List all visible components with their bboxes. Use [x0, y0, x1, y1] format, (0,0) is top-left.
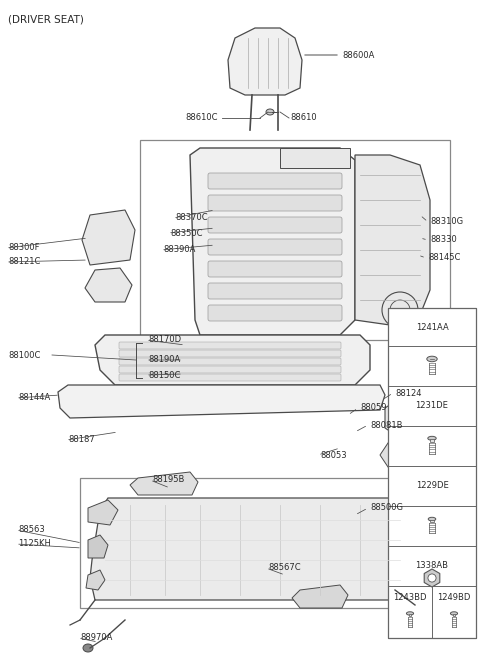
Polygon shape	[85, 268, 132, 302]
Text: 88567C: 88567C	[268, 563, 300, 572]
Text: 88610: 88610	[290, 113, 317, 122]
Polygon shape	[95, 335, 370, 385]
Ellipse shape	[428, 517, 436, 521]
FancyBboxPatch shape	[208, 195, 342, 211]
Text: 88350C: 88350C	[170, 229, 203, 238]
Bar	[408, 614, 411, 616]
Text: 88330: 88330	[430, 236, 457, 244]
Polygon shape	[398, 548, 420, 568]
Polygon shape	[380, 440, 455, 470]
FancyBboxPatch shape	[208, 305, 342, 321]
Ellipse shape	[450, 612, 457, 615]
Text: 88144A: 88144A	[18, 394, 50, 403]
Text: 88170D: 88170D	[148, 335, 181, 345]
FancyBboxPatch shape	[208, 173, 342, 189]
FancyBboxPatch shape	[208, 239, 342, 255]
Ellipse shape	[407, 612, 414, 615]
Text: 88310G: 88310G	[430, 217, 463, 227]
Text: 88059: 88059	[360, 403, 386, 413]
Polygon shape	[385, 398, 445, 438]
Text: 1241AA: 1241AA	[416, 322, 448, 331]
FancyBboxPatch shape	[208, 283, 342, 299]
Text: 88563: 88563	[18, 525, 45, 534]
Circle shape	[410, 413, 420, 423]
Polygon shape	[90, 498, 415, 600]
Text: 88195B: 88195B	[152, 476, 184, 485]
Bar	[453, 614, 456, 616]
Text: 88145C: 88145C	[428, 253, 460, 263]
Text: 88600A: 88600A	[342, 50, 374, 60]
Polygon shape	[355, 155, 430, 325]
Bar	[388, 308, 476, 638]
Text: 88124: 88124	[395, 388, 421, 398]
Ellipse shape	[83, 644, 93, 652]
Bar	[80, 478, 440, 608]
Polygon shape	[130, 472, 198, 495]
Polygon shape	[86, 570, 105, 590]
Bar	[280, 148, 350, 168]
Text: 1243BD: 1243BD	[393, 593, 427, 601]
Text: 88970A: 88970A	[80, 633, 112, 643]
Text: 88187: 88187	[68, 436, 95, 445]
FancyBboxPatch shape	[119, 358, 341, 365]
Text: 1125KH: 1125KH	[18, 540, 51, 548]
Bar	[431, 519, 433, 522]
Text: 88500G: 88500G	[370, 504, 403, 512]
FancyBboxPatch shape	[119, 374, 341, 381]
Text: 88300F: 88300F	[8, 244, 39, 252]
Polygon shape	[58, 385, 385, 418]
Text: 88081B: 88081B	[370, 421, 403, 430]
Polygon shape	[424, 569, 440, 587]
Text: 88100C: 88100C	[8, 350, 40, 360]
Polygon shape	[88, 500, 118, 525]
Ellipse shape	[427, 356, 437, 362]
Text: 1229DE: 1229DE	[416, 481, 448, 491]
Text: 88121C: 88121C	[8, 257, 40, 267]
Ellipse shape	[266, 109, 274, 115]
Text: 88370C: 88370C	[175, 214, 208, 223]
Text: 88150C: 88150C	[148, 371, 180, 379]
Text: 88053: 88053	[320, 451, 347, 460]
FancyBboxPatch shape	[119, 366, 341, 373]
Ellipse shape	[428, 436, 436, 440]
Text: 88190A: 88190A	[148, 356, 180, 364]
Bar	[140, 140, 450, 340]
Polygon shape	[88, 535, 108, 558]
Bar	[430, 439, 434, 441]
FancyBboxPatch shape	[119, 342, 341, 349]
Text: 1249BD: 1249BD	[437, 593, 471, 601]
Text: 88610C: 88610C	[185, 113, 217, 122]
Text: 88390A: 88390A	[163, 246, 195, 255]
FancyBboxPatch shape	[208, 217, 342, 233]
Polygon shape	[82, 210, 135, 265]
FancyBboxPatch shape	[208, 261, 342, 277]
Text: 1338AB: 1338AB	[416, 561, 448, 571]
Polygon shape	[190, 148, 355, 335]
Polygon shape	[292, 585, 348, 608]
FancyBboxPatch shape	[119, 350, 341, 357]
Text: 1231DE: 1231DE	[416, 402, 448, 411]
Text: (DRIVER SEAT): (DRIVER SEAT)	[8, 14, 84, 24]
Polygon shape	[228, 28, 302, 95]
Circle shape	[428, 574, 436, 582]
